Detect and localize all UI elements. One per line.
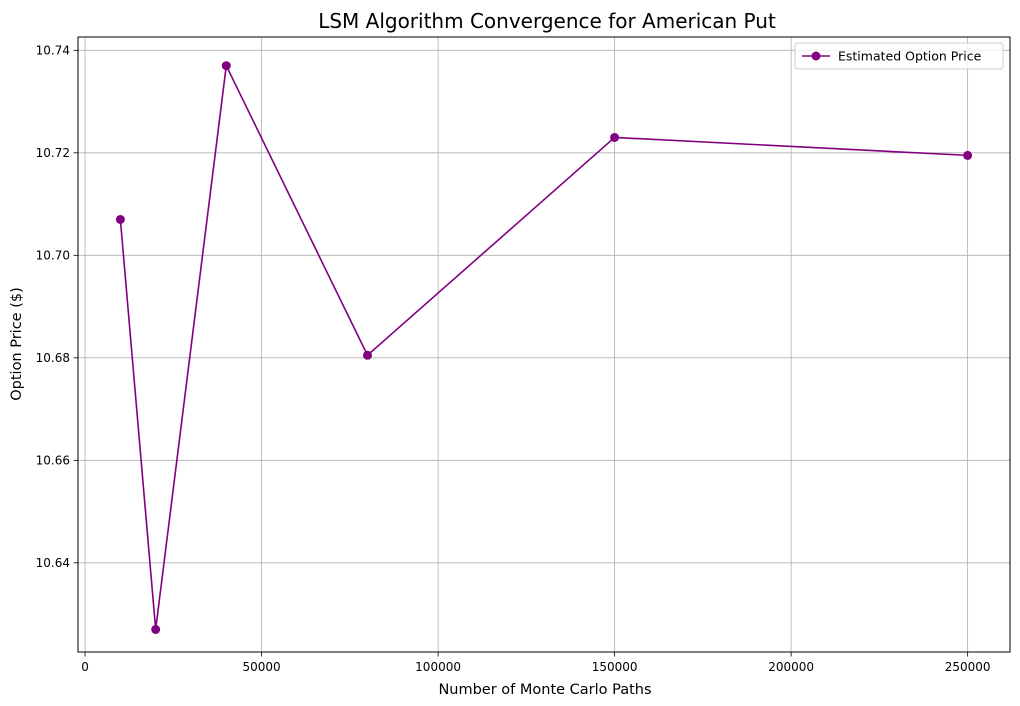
plot-frame	[77, 36, 1011, 653]
y-tick-label: 10.66	[36, 454, 70, 468]
y-tick-label: 10.74	[36, 44, 70, 58]
legend: Estimated Option Price	[794, 42, 1004, 70]
y-tick-label: 10.68	[36, 351, 70, 365]
legend-box	[794, 42, 1004, 70]
x-tick-label: 50000	[242, 660, 280, 674]
y-axis-label: Option Price ($)	[9, 287, 25, 401]
chart-title: LSM Algorithm Convergence for American P…	[318, 9, 776, 33]
x-tick-label: 100000	[415, 660, 461, 674]
legend-marker	[811, 51, 821, 61]
y-axis-ticks: 10.64 10.66 10.68 10.70 10.72 10.74	[36, 44, 78, 570]
data-point	[115, 214, 125, 224]
x-tick-label: 0	[81, 660, 89, 674]
y-tick-label: 10.72	[36, 146, 70, 160]
series-line	[119, 64, 968, 631]
x-tick-label: 150000	[592, 660, 638, 674]
data-point	[610, 132, 620, 142]
x-tick-label: 200000	[768, 660, 814, 674]
x-axis-label: Number of Monte Carlo Paths	[438, 682, 651, 698]
legend-label: Estimated Option Price	[838, 49, 982, 64]
x-axis-ticks: 0 50000 100000 150000 200000 250000	[81, 652, 991, 674]
series-layer	[115, 61, 973, 634]
y-tick-label: 10.70	[36, 249, 70, 263]
data-point	[221, 61, 231, 71]
y-tick-label: 10.64	[36, 556, 70, 570]
x-tick-label: 250000	[945, 660, 991, 674]
data-point	[151, 624, 161, 634]
data-point	[362, 350, 372, 360]
data-point	[963, 150, 973, 160]
grid	[78, 37, 1010, 652]
